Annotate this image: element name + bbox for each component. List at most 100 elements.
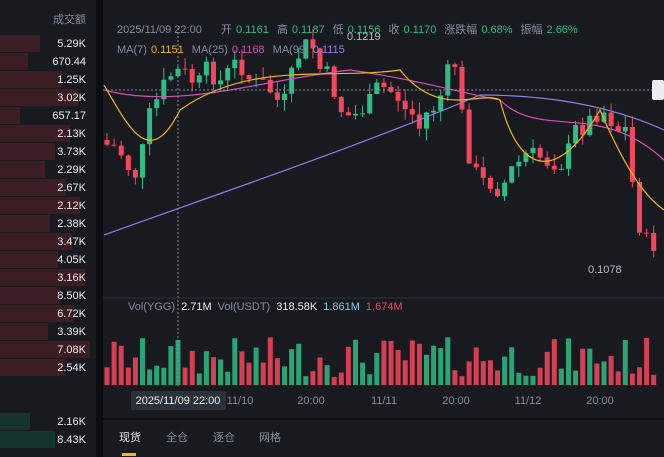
volume-bar bbox=[154, 365, 160, 385]
candle-body bbox=[523, 153, 529, 162]
ohlc-label: 振幅 bbox=[521, 22, 543, 36]
volume-bar bbox=[360, 362, 366, 385]
candle-body bbox=[495, 188, 500, 197]
volume-bar bbox=[125, 367, 131, 385]
candle-body bbox=[374, 82, 380, 95]
candle-body bbox=[431, 110, 437, 113]
candle-body bbox=[317, 48, 323, 69]
ma-value: 0.1168 bbox=[232, 44, 265, 56]
volume-bar bbox=[473, 347, 479, 385]
volume-bar bbox=[516, 372, 522, 385]
volume-bar bbox=[509, 347, 515, 385]
candle-body bbox=[196, 75, 202, 83]
vol-label2: Vol(USDT) bbox=[218, 301, 271, 313]
candle-body bbox=[438, 95, 444, 111]
candle-body bbox=[232, 59, 238, 69]
candle-body bbox=[161, 79, 167, 100]
candle-body bbox=[502, 182, 508, 197]
ma-label: MA(7) bbox=[117, 44, 147, 56]
candle-body bbox=[353, 113, 358, 116]
vol-value2: 318.58K bbox=[276, 301, 318, 313]
x-label: 20:00 bbox=[297, 395, 325, 407]
price-tag bbox=[652, 80, 664, 100]
candle-body bbox=[203, 61, 209, 76]
volume-bar bbox=[487, 360, 493, 385]
volume-bar bbox=[147, 369, 153, 385]
ask-amount: 3.47K bbox=[57, 236, 86, 248]
ask-depth bbox=[0, 71, 62, 88]
volume-bar bbox=[424, 354, 429, 385]
volume-bar bbox=[416, 343, 422, 385]
candle-body bbox=[424, 112, 429, 129]
candle-body bbox=[445, 64, 451, 96]
candle-body bbox=[566, 143, 571, 169]
ask-depth bbox=[0, 161, 45, 178]
volume-bar bbox=[523, 375, 529, 385]
x-label: 11/10 bbox=[227, 395, 254, 407]
candle-body bbox=[125, 155, 131, 170]
ask-amount: 5.29K bbox=[57, 38, 86, 50]
candle-body bbox=[395, 91, 401, 101]
volume-bar bbox=[615, 371, 621, 385]
volume-bar bbox=[140, 338, 145, 385]
volume-bar bbox=[218, 359, 224, 385]
volume-bar bbox=[324, 365, 330, 385]
ask-depth bbox=[0, 125, 70, 142]
tabs-bg bbox=[103, 420, 664, 457]
candle-body bbox=[644, 232, 650, 234]
volume-bar bbox=[573, 370, 579, 385]
candle-body bbox=[324, 66, 330, 69]
ask-depth bbox=[0, 233, 72, 250]
ask-amount: 6.72K bbox=[57, 308, 86, 320]
ask-depth bbox=[0, 107, 20, 124]
crosshair-label: 2025/11/09 22:00 bbox=[136, 395, 221, 407]
ohlc-value: 2.66% bbox=[547, 24, 578, 36]
ohlc-label: 低 bbox=[333, 23, 344, 36]
tab[interactable]: 现货 bbox=[119, 430, 141, 444]
volume-bar bbox=[644, 337, 650, 385]
volume-bar bbox=[601, 361, 607, 385]
ask-depth bbox=[0, 197, 80, 214]
volume-bar bbox=[232, 338, 238, 385]
candle-body bbox=[239, 59, 245, 76]
candle-body bbox=[211, 61, 216, 85]
tab[interactable]: 网格 bbox=[259, 430, 281, 444]
candle-body bbox=[416, 114, 422, 129]
candle-body bbox=[182, 68, 188, 70]
info-line: 2025/11/09 22:00 开 0.1161 高 0.1187 低 0.1156 收 0.… bbox=[117, 22, 578, 36]
candle-body bbox=[573, 124, 579, 144]
ask-depth bbox=[0, 251, 58, 268]
volume-bar bbox=[175, 339, 181, 385]
tab[interactable]: 逐仓 bbox=[213, 430, 235, 444]
volume-bar bbox=[132, 357, 138, 385]
volume-bar bbox=[289, 349, 295, 385]
volume-bar bbox=[402, 360, 408, 385]
ask-depth bbox=[0, 89, 78, 106]
candle-body bbox=[473, 163, 479, 168]
bid-depth bbox=[0, 413, 30, 430]
volume-bar bbox=[608, 355, 614, 385]
ohlc-label: 涨跌幅 bbox=[444, 22, 477, 36]
volume-bar bbox=[622, 340, 628, 385]
volume-bar bbox=[260, 362, 266, 385]
ask-depth bbox=[0, 53, 28, 70]
candle-body bbox=[459, 66, 465, 110]
volume-bar bbox=[651, 374, 657, 385]
volume-bar bbox=[409, 340, 415, 385]
candle-body bbox=[452, 64, 458, 67]
candle-body bbox=[296, 58, 302, 68]
candle-body bbox=[118, 145, 124, 156]
vol-value1: 2.71M bbox=[181, 301, 212, 313]
crosshair-box bbox=[131, 391, 226, 410]
candle-body bbox=[154, 99, 160, 109]
ask-depth bbox=[0, 179, 66, 196]
volume-bar bbox=[544, 351, 550, 385]
ask-amount: 657.17 bbox=[52, 110, 86, 122]
tab[interactable]: 全仓 bbox=[166, 430, 188, 444]
volume-bar bbox=[182, 367, 188, 385]
volume-bar bbox=[118, 345, 124, 385]
ask-amount: 3.39K bbox=[57, 326, 86, 338]
ma-line: MA(7) 0.1151 MA(25) 0.1168 MA(99) 0.1115 bbox=[117, 44, 345, 56]
candle-body bbox=[466, 109, 472, 164]
